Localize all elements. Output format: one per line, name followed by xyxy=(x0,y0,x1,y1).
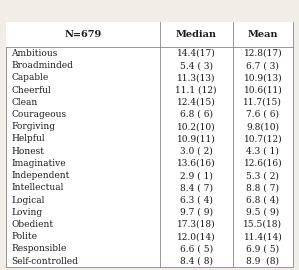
Text: 4.3 ( 1): 4.3 ( 1) xyxy=(246,147,279,156)
Text: Ambitious: Ambitious xyxy=(11,49,58,58)
Text: 11.4(14): 11.4(14) xyxy=(243,232,282,241)
Text: 5.3 ( 2): 5.3 ( 2) xyxy=(246,171,279,180)
Text: Polite: Polite xyxy=(11,232,37,241)
Text: Honest: Honest xyxy=(11,147,44,156)
Text: 11.7(15): 11.7(15) xyxy=(243,98,282,107)
Text: 12.8(17): 12.8(17) xyxy=(244,49,282,58)
Text: 8.4 ( 7): 8.4 ( 7) xyxy=(180,183,213,192)
Text: 10.2(10): 10.2(10) xyxy=(177,122,216,131)
Text: 9.5 ( 9): 9.5 ( 9) xyxy=(246,208,280,217)
Text: Median: Median xyxy=(176,30,217,39)
Text: Broadminded: Broadminded xyxy=(11,61,73,70)
Text: 8.9  (8): 8.9 (8) xyxy=(246,257,279,266)
Text: 15.5(18): 15.5(18) xyxy=(243,220,282,229)
Text: 10.7(12): 10.7(12) xyxy=(244,134,282,143)
Text: 13.6(16): 13.6(16) xyxy=(177,159,216,168)
Text: 9.7 ( 9): 9.7 ( 9) xyxy=(180,208,213,217)
Text: 6.8 ( 6): 6.8 ( 6) xyxy=(180,110,213,119)
Text: 17.3(18): 17.3(18) xyxy=(177,220,216,229)
Text: Imaginative: Imaginative xyxy=(11,159,66,168)
Text: 7.6 ( 6): 7.6 ( 6) xyxy=(246,110,279,119)
Text: Cheerful: Cheerful xyxy=(11,86,51,94)
Text: 10.9(11): 10.9(11) xyxy=(177,134,216,143)
Text: Loving: Loving xyxy=(11,208,42,217)
Text: Responsible: Responsible xyxy=(11,244,67,254)
Text: 12.6(16): 12.6(16) xyxy=(244,159,282,168)
Text: Clean: Clean xyxy=(11,98,38,107)
Text: 8.8 ( 7): 8.8 ( 7) xyxy=(246,183,279,192)
Text: Intellectual: Intellectual xyxy=(11,183,64,192)
Text: Self-controlled: Self-controlled xyxy=(11,257,78,266)
Text: Independent: Independent xyxy=(11,171,70,180)
Text: 8.4 ( 8): 8.4 ( 8) xyxy=(180,257,213,266)
Text: Obedient: Obedient xyxy=(11,220,54,229)
Text: 6.7 ( 3): 6.7 ( 3) xyxy=(246,61,279,70)
Text: 5.4 ( 3): 5.4 ( 3) xyxy=(180,61,213,70)
Text: 9.8(10): 9.8(10) xyxy=(246,122,279,131)
Text: 11.1 (12): 11.1 (12) xyxy=(176,86,217,94)
Text: Courageous: Courageous xyxy=(11,110,66,119)
Text: 6.6 ( 5): 6.6 ( 5) xyxy=(180,244,213,254)
Text: 14.4(17): 14.4(17) xyxy=(177,49,216,58)
Text: Logical: Logical xyxy=(11,195,45,205)
Text: Forgiving: Forgiving xyxy=(11,122,55,131)
Text: 10.6(11): 10.6(11) xyxy=(243,86,282,94)
Text: 6.8 ( 4): 6.8 ( 4) xyxy=(246,195,279,205)
Text: 12.4(15): 12.4(15) xyxy=(177,98,216,107)
Text: 11.3(13): 11.3(13) xyxy=(177,73,215,82)
Text: 6.3 ( 4): 6.3 ( 4) xyxy=(180,195,213,205)
Bar xyxy=(6,22,293,47)
Text: 12.0(14): 12.0(14) xyxy=(177,232,216,241)
Text: 10.9(13): 10.9(13) xyxy=(244,73,282,82)
Text: 6.9 ( 5): 6.9 ( 5) xyxy=(246,244,280,254)
Text: Capable: Capable xyxy=(11,73,49,82)
Text: N=679: N=679 xyxy=(64,30,101,39)
Text: 3.0 ( 2): 3.0 ( 2) xyxy=(180,147,213,156)
Text: Helpful: Helpful xyxy=(11,134,45,143)
Text: 2.9 ( 1): 2.9 ( 1) xyxy=(180,171,213,180)
Text: Mean: Mean xyxy=(248,30,278,39)
